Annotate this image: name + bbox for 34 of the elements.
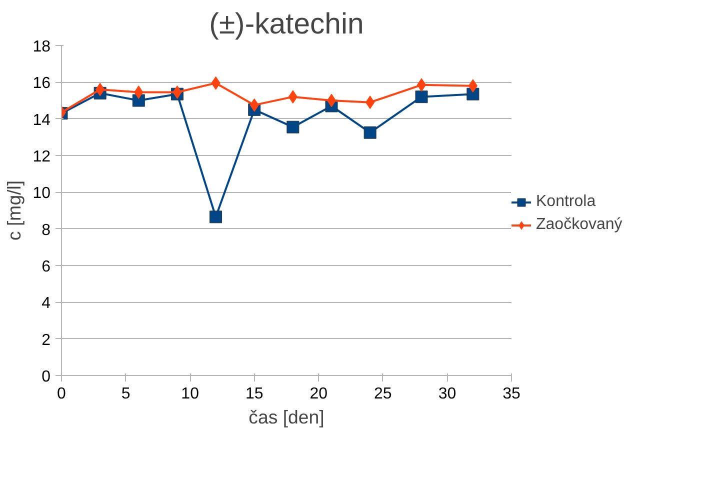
- point: [416, 78, 426, 92]
- x-tick-label: 0: [57, 386, 66, 402]
- y-tick-label: 18: [32, 38, 51, 56]
- chart-title: (±)-katechin: [209, 8, 364, 40]
- x-tick-label: 30: [438, 386, 456, 402]
- y-tick-label: 8: [42, 222, 51, 239]
- x-tick-label: 35: [502, 386, 520, 402]
- point: [468, 79, 478, 93]
- point: [365, 96, 375, 110]
- y-tick-label: 0: [42, 368, 51, 386]
- point: [415, 90, 428, 104]
- point: [364, 126, 376, 139]
- y-tick-label: 16: [32, 75, 51, 92]
- point: [326, 94, 336, 108]
- point: [134, 86, 144, 99]
- point: [210, 210, 222, 224]
- y-tick-label: 10: [32, 185, 51, 202]
- y-tick-label: 14: [32, 112, 51, 129]
- x-axis-title: čas [den]: [248, 406, 324, 428]
- legend-label: Kontrola: [536, 193, 596, 211]
- legend-label: Zaočkovaný: [536, 216, 622, 234]
- y-tick-label: 4: [42, 295, 51, 312]
- x-tick-label: 10: [181, 386, 200, 402]
- y-axis-title: c [mg/l]: [4, 180, 25, 241]
- point: [288, 90, 298, 104]
- x-tick-label: 25: [374, 386, 392, 402]
- x-tick-label: 15: [245, 386, 264, 402]
- x-tick-label: 20: [310, 386, 328, 402]
- y-tick-label: 12: [32, 148, 51, 166]
- y-tick-label: 2: [42, 332, 51, 349]
- x-tick-label: 5: [121, 386, 130, 402]
- y-tick-label: 6: [42, 258, 51, 276]
- point: [95, 82, 105, 96]
- point: [286, 120, 300, 134]
